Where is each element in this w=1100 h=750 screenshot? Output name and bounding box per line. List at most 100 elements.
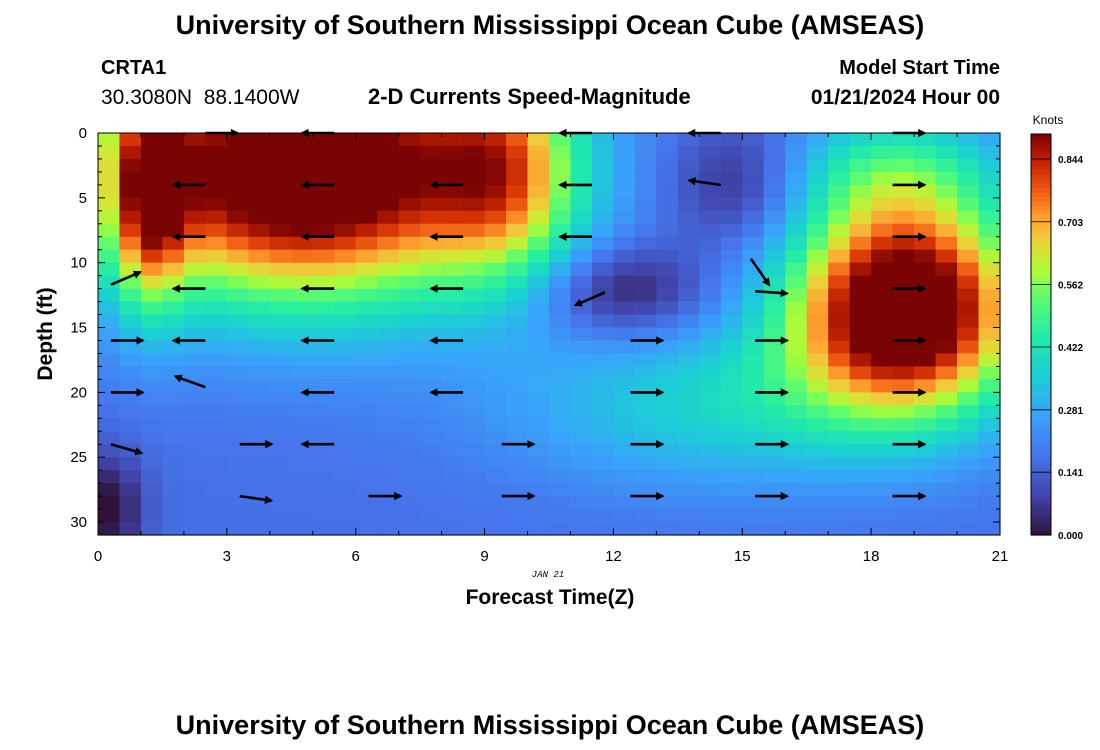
heatmap-cell [334, 457, 357, 471]
heatmap-cell [484, 353, 507, 368]
heatmap-cell [226, 197, 249, 212]
colorbar-tick-label: 0.703 [1058, 218, 1083, 229]
heatmap-cell [205, 457, 228, 471]
heatmap-cell [420, 249, 443, 264]
heatmap-cell [484, 288, 507, 303]
heatmap-cell [720, 366, 743, 380]
heatmap-cell [742, 249, 765, 264]
heatmap-cell [463, 288, 486, 303]
heatmap-cell [978, 496, 1001, 510]
heatmap-cell [484, 158, 507, 173]
heatmap-cell [656, 379, 679, 393]
heatmap-cell [957, 249, 980, 264]
heatmap-cell [634, 145, 657, 160]
heatmap-cell [355, 405, 378, 419]
heatmap-cell [978, 301, 1001, 316]
heatmap-cell [506, 392, 529, 406]
heatmap-cell [871, 496, 894, 510]
heatmap-cell [355, 236, 378, 251]
heatmap-cell [656, 340, 679, 355]
heatmap-cell [355, 301, 378, 316]
heatmap-cell [677, 133, 700, 147]
heatmap-cell [484, 171, 507, 186]
heatmap-cell [269, 314, 292, 329]
heatmap-cell [420, 470, 443, 484]
colorbar-swatch [1031, 383, 1051, 389]
heatmap-cell [205, 483, 228, 497]
heatmap-cell [828, 275, 851, 290]
heatmap-cell [226, 353, 249, 368]
heatmap-cell [978, 366, 1001, 380]
heatmap-cell [613, 353, 636, 368]
heatmap-cell [98, 158, 121, 173]
heatmap-cell [785, 405, 808, 419]
heatmap-cell [549, 444, 572, 458]
heatmap-cell [484, 418, 507, 432]
heatmap-cell [978, 418, 1001, 432]
heatmap-cell [785, 340, 808, 355]
heatmap-cell [248, 314, 271, 329]
heatmap-cell [140, 327, 164, 342]
heatmap-cell [527, 353, 550, 368]
heatmap-cell [699, 184, 722, 199]
x-axis-label: Forecast Time(Z) [466, 586, 635, 609]
heatmap-cell [377, 431, 400, 445]
heatmap-cell [312, 327, 335, 342]
heatmap-cell [162, 184, 185, 199]
heatmap-cell [140, 236, 164, 251]
heatmap-cell [377, 210, 400, 225]
colorbar-swatch [1031, 245, 1051, 251]
heatmap-cell [162, 210, 185, 225]
heatmap-cell [570, 431, 593, 445]
heatmap-cell [506, 262, 529, 277]
heatmap-cell [634, 223, 657, 238]
heatmap-cell [785, 210, 808, 225]
heatmap-cell [699, 340, 722, 355]
heatmap-cell [140, 392, 164, 406]
heatmap-cell [205, 314, 228, 329]
heatmap-cell [506, 353, 529, 368]
heatmap-cell [742, 470, 765, 484]
heatmap-cell [291, 133, 314, 147]
heatmap-cell [312, 405, 335, 419]
heatmap-cell [506, 327, 529, 342]
heatmap-cell [205, 262, 228, 277]
heatmap-cell [226, 236, 249, 251]
colorbar-swatch [1031, 459, 1051, 465]
heatmap-cell [763, 522, 786, 536]
heatmap-cell [742, 262, 765, 277]
heatmap-cell [763, 496, 786, 510]
heatmap-cell [613, 158, 636, 173]
heatmap-cell [892, 418, 915, 432]
heatmap-cell [269, 301, 292, 316]
heatmap-cell [441, 288, 464, 303]
heatmap-cell [463, 522, 486, 536]
heatmap-cell [334, 158, 357, 173]
current-vector [687, 177, 721, 187]
heatmap-cell [398, 327, 421, 342]
heatmap-cell [871, 249, 894, 264]
heatmap-cell [291, 288, 314, 303]
heatmap-cell [742, 405, 765, 419]
heatmap-cell [119, 223, 142, 238]
heatmap-cell [613, 340, 636, 355]
heatmap-cell [892, 470, 915, 484]
heatmap-cell [613, 223, 636, 238]
colorbar-swatch [1031, 410, 1051, 416]
heatmap-cell [140, 210, 164, 225]
heatmap-cell [441, 366, 464, 380]
heatmap-cell [892, 184, 915, 199]
colorbar-swatch [1031, 508, 1051, 514]
heatmap-cell [677, 509, 700, 523]
heatmap-cell [183, 522, 206, 536]
heatmap-cell [549, 353, 572, 368]
heatmap-cell [806, 431, 829, 445]
heatmap-cell [334, 483, 357, 497]
heatmap-cell [398, 509, 421, 523]
heatmap-cell [978, 288, 1001, 303]
heatmap-cell [98, 379, 121, 393]
heatmap-cell [463, 275, 486, 290]
heatmap-cell [849, 496, 872, 510]
heatmap-cell [591, 470, 615, 484]
heatmap-cell [828, 366, 851, 380]
